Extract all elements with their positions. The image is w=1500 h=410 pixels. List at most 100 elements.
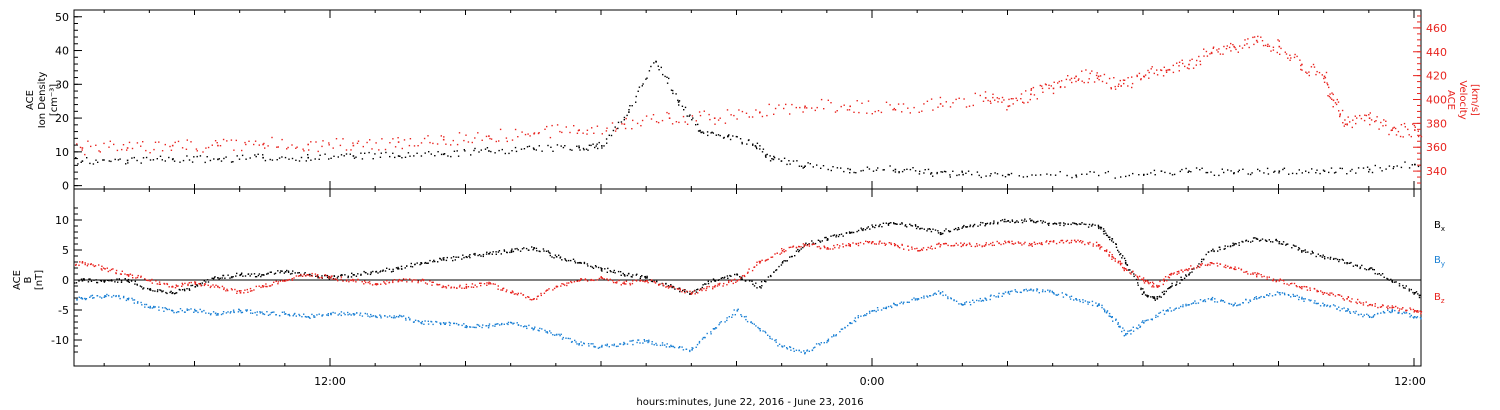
top-series-0-point [1128, 174, 1130, 177]
series-bz-point [1078, 241, 1081, 243]
series-bz-point [334, 278, 336, 280]
series-bx-point [1121, 257, 1123, 259]
series-by-point [637, 339, 640, 341]
series-by-point [1052, 292, 1055, 294]
top-series-1-point [1225, 48, 1228, 50]
series-bz-point [75, 264, 77, 266]
top-series-1-point [263, 142, 265, 145]
series-bx-point [120, 280, 123, 282]
series-bz-point [194, 283, 197, 285]
top-series-1-point [785, 103, 787, 106]
top-series-0-point [440, 153, 443, 156]
series-bx-point [1266, 240, 1268, 242]
series-bz-point [1234, 266, 1236, 268]
series-bz-point [1420, 311, 1423, 313]
series-bz-point [1137, 278, 1139, 280]
top-series-1-point [440, 135, 442, 137]
series-by-point [414, 319, 417, 321]
series-bz-point [1272, 280, 1274, 282]
series-bx-point [440, 259, 443, 261]
top-series-1-point [1408, 134, 1410, 136]
series-bz-point [712, 286, 714, 288]
series-by-point [1069, 298, 1072, 300]
top-series-1-point [766, 114, 768, 117]
series-bz-point [983, 245, 986, 247]
top-series-0-point [675, 93, 677, 95]
top-series-0-point [617, 121, 620, 124]
series-by-point [1409, 316, 1411, 318]
series-bx-point [756, 287, 758, 289]
top-series-1-point [939, 96, 942, 99]
top-series-1-point [1010, 98, 1013, 100]
series-bz-point [857, 242, 860, 245]
series-by-point [314, 316, 316, 318]
top-series-1-point [1042, 91, 1044, 93]
top-series-0-point [569, 148, 571, 151]
series-bx-point [586, 263, 589, 265]
top-series-1-point [1244, 39, 1246, 41]
series-bz-point [1395, 305, 1397, 308]
series-bx-point [178, 288, 180, 291]
series-bx-point [1247, 240, 1249, 243]
series-bz-point [677, 288, 679, 290]
top-series-0-point [480, 149, 482, 151]
series-by-point [367, 315, 369, 317]
series-bz-point [976, 243, 978, 245]
top-series-1-point [1392, 127, 1394, 129]
series-bx-point [862, 229, 864, 232]
series-bz-point [273, 281, 275, 283]
series-bz-point [612, 279, 614, 282]
top-series-0-point [77, 163, 79, 165]
series-bx-point [684, 289, 686, 291]
series-bz-point [304, 275, 307, 277]
top-series-0-point [140, 162, 142, 164]
series-bz-point [761, 259, 763, 261]
series-by-point [1211, 296, 1214, 299]
series-bx-point [1311, 250, 1313, 253]
series-bx-point [945, 228, 947, 230]
series-bz-point [445, 287, 448, 289]
series-bx-point [1298, 248, 1301, 250]
series-by-point [96, 295, 98, 297]
series-bx-point [957, 227, 960, 229]
top-series-0-point [700, 131, 702, 134]
series-by-point [380, 315, 382, 317]
top-series-0-point [220, 160, 223, 162]
series-by-point [947, 296, 949, 298]
series-by-point [914, 299, 917, 301]
series-by-point [774, 339, 776, 342]
series-bx-point [1268, 239, 1270, 241]
series-bz-point [716, 285, 719, 287]
series-bz-point [1417, 310, 1419, 312]
top-series-0-point [1010, 172, 1013, 175]
top-series-0-point [695, 124, 697, 126]
series-by-point [1101, 306, 1103, 309]
top-series-1-point [708, 113, 710, 116]
top-series-1-point [1048, 84, 1050, 86]
top-series-1-point [1050, 85, 1052, 87]
series-bz-point [781, 248, 783, 250]
top-series-0-point [374, 153, 376, 155]
series-bz-point [568, 282, 570, 284]
series-bz-point [1111, 258, 1113, 260]
series-bz-point [1041, 243, 1043, 246]
series-bz-point [81, 261, 84, 263]
series-bz-point [163, 283, 166, 285]
series-bx-point [294, 272, 296, 274]
top-series-0-point [941, 171, 944, 173]
series-bx-point [284, 271, 287, 273]
series-bx-point [74, 282, 76, 284]
series-by-point [1211, 299, 1213, 301]
series-bx-point [1238, 244, 1240, 246]
top-series-1-point [1332, 93, 1334, 96]
series-bz-point [1121, 262, 1123, 265]
top-series-1-point [1337, 101, 1340, 103]
series-by-point [1301, 298, 1303, 300]
top-series-1-point [1412, 123, 1414, 125]
series-by-point [366, 313, 368, 315]
series-bz-point [104, 268, 106, 270]
series-bx-point [457, 256, 460, 258]
series-by-point [1121, 330, 1123, 333]
top-series-0-point [324, 153, 326, 155]
series-bz-point [985, 242, 987, 244]
